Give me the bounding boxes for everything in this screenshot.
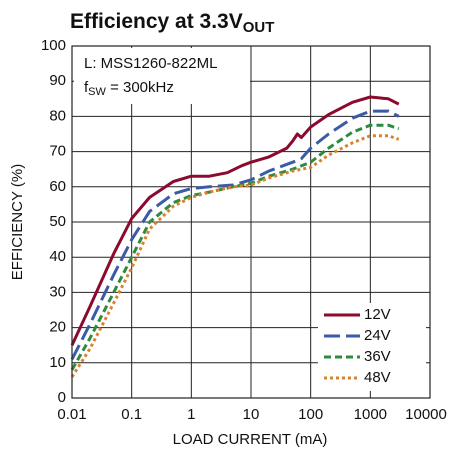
x-tick-label: 100 [298, 406, 323, 423]
y-tick-label: 0 [58, 389, 66, 406]
legend-label: 36V [364, 348, 391, 365]
annotation-suffix: = 300kHz [106, 79, 174, 96]
legend-label: 12V [364, 306, 391, 323]
annotation-box [74, 48, 250, 104]
y-tick-label: 10 [49, 354, 66, 371]
y-tick-label: 50 [49, 213, 66, 230]
curves [70, 95, 400, 378]
line [70, 134, 400, 378]
y-tick-label: 40 [49, 248, 66, 265]
annotation: L: MSS1260-822ML [84, 55, 217, 72]
chart-title: Efficiency at 3.3VOUT [70, 10, 274, 36]
annotation: fSW = 300kHz [84, 79, 174, 98]
legend-box [318, 303, 426, 391]
x-tick-label: 10000 [405, 406, 447, 423]
y-tick-label: 20 [49, 319, 66, 336]
y-tick-label: 100 [41, 37, 66, 54]
x-tick-label: 0.1 [121, 406, 142, 423]
title-subscript: OUT [243, 19, 275, 36]
y-axis-label: EFFICIENCY (%) [9, 164, 26, 280]
x-tick-label: 1000 [354, 406, 387, 423]
legend-label: 24V [364, 327, 391, 344]
line [70, 95, 400, 346]
line [70, 109, 400, 360]
legend-label: 48V [364, 369, 391, 386]
annotation-subscript: SW [88, 86, 106, 98]
y-tick-label: 80 [49, 107, 66, 124]
y-tick-label: 70 [49, 143, 66, 160]
plot-frame [71, 45, 431, 399]
x-axis-label: LOAD CURRENT (mA) [173, 431, 328, 448]
y-tick-label: 60 [49, 178, 66, 195]
y-tick-label: 30 [49, 283, 66, 300]
annotation-text: f [84, 79, 89, 96]
x-tick-label: 10 [243, 406, 260, 423]
title-main: Efficiency at 3.3V [70, 10, 243, 33]
y-tick-label: 90 [49, 72, 66, 89]
x-tick-label: 0.01 [57, 406, 86, 423]
x-tick-label: 1 [187, 406, 195, 423]
